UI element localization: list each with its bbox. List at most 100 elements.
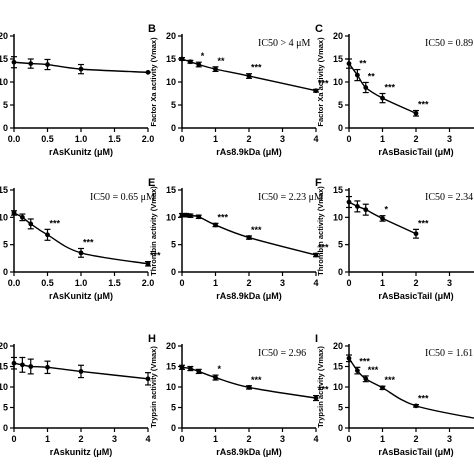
x-tick-label: 2 bbox=[413, 134, 418, 144]
panel-label: B bbox=[148, 23, 156, 35]
data-point bbox=[78, 250, 84, 256]
significance-stars: *** bbox=[251, 225, 262, 235]
y-tick-label: 20 bbox=[333, 31, 343, 41]
x-tick-label: 2 bbox=[78, 434, 83, 444]
data-point bbox=[11, 360, 17, 366]
data-point bbox=[145, 376, 151, 382]
ic50-annotation: IC50 = 1.61 bbox=[425, 348, 473, 359]
y-tick-label: 5 bbox=[3, 240, 8, 250]
significance-stars: *** bbox=[385, 83, 396, 93]
y-axis-label: Factor Xa activity (Vmax) bbox=[316, 37, 325, 127]
y-tick-label: 15 bbox=[166, 185, 176, 195]
y-tick-label: 0 bbox=[171, 267, 176, 277]
y-tick-label: 15 bbox=[333, 54, 343, 64]
x-tick-label: 3 bbox=[280, 434, 285, 444]
x-tick-label: 4 bbox=[313, 434, 318, 444]
y-tick-label: 5 bbox=[3, 403, 8, 413]
significance-stars: *** bbox=[418, 218, 429, 228]
x-tick-label: 1 bbox=[213, 278, 218, 288]
y-tick-label: 5 bbox=[171, 403, 176, 413]
y-axis-label: Thrombin activity (Vmax) bbox=[149, 186, 158, 276]
y-tick-label: 10 bbox=[166, 212, 176, 222]
x-tick-label: 2 bbox=[246, 434, 251, 444]
significance-stars: *** bbox=[218, 212, 229, 222]
x-axis-label: rAs8.9kDa (μM) bbox=[216, 291, 282, 301]
chart-panel-3: 0 5 10 15 20 0 1 2 3 rAsBasicTail (μM) Factor Xa a… bbox=[315, 23, 474, 157]
y-tick-label: 0 bbox=[338, 423, 343, 433]
data-point bbox=[145, 261, 151, 267]
x-tick-label: 3 bbox=[112, 434, 117, 444]
data-point bbox=[196, 369, 202, 374]
x-tick-label: 3 bbox=[447, 134, 452, 144]
y-tick-label: 0 bbox=[338, 267, 343, 277]
x-tick-label: 1 bbox=[380, 278, 385, 288]
x-tick-label: 0.0 bbox=[8, 134, 21, 144]
x-axis-label: rAskunitz (μM) bbox=[50, 447, 113, 457]
data-point bbox=[413, 403, 419, 409]
x-tick-label: 2 bbox=[246, 278, 251, 288]
y-tick-label: 10 bbox=[333, 212, 343, 222]
ic50-annotation: IC50 = 2.34 bbox=[425, 192, 473, 203]
x-tick-label: 3 bbox=[447, 278, 452, 288]
x-tick-label: 0 bbox=[346, 134, 351, 144]
x-axis-label: rAsKunitz (μM) bbox=[49, 147, 113, 157]
x-tick-label: 0 bbox=[346, 278, 351, 288]
x-tick-label: 1 bbox=[45, 434, 50, 444]
data-point bbox=[196, 214, 202, 220]
data-point bbox=[196, 62, 202, 67]
y-tick-label: 15 bbox=[0, 362, 8, 372]
ic50-annotation: IC50 > 4 μM bbox=[258, 38, 311, 49]
data-point bbox=[11, 59, 17, 65]
y-tick-label: 10 bbox=[333, 382, 343, 392]
data-point bbox=[413, 110, 419, 116]
significance-stars: *** bbox=[251, 375, 262, 385]
x-tick-label: 0 bbox=[179, 134, 184, 144]
x-tick-label: 1 bbox=[213, 134, 218, 144]
ic50-annotation: IC50 = 0.65 μM bbox=[90, 192, 155, 203]
fit-curve bbox=[348, 63, 417, 114]
significance-stars: *** bbox=[83, 237, 94, 247]
y-tick-label: 5 bbox=[171, 240, 176, 250]
y-tick-label: 20 bbox=[166, 341, 176, 351]
data-point bbox=[187, 59, 193, 65]
data-point bbox=[346, 199, 352, 205]
data-point bbox=[187, 213, 193, 219]
y-tick-label: 15 bbox=[166, 362, 176, 372]
data-point bbox=[246, 385, 252, 390]
significance-stars: *** bbox=[385, 375, 396, 385]
x-tick-label: 2 bbox=[246, 134, 251, 144]
panel-label: I bbox=[315, 333, 318, 345]
y-tick-label: 0 bbox=[3, 123, 8, 133]
y-tick-label: 5 bbox=[338, 240, 343, 250]
x-tick-label: 1.5 bbox=[108, 134, 121, 144]
significance-stars: *** bbox=[418, 394, 429, 404]
data-point bbox=[246, 235, 252, 240]
data-point bbox=[354, 72, 360, 78]
y-tick-label: 20 bbox=[333, 341, 343, 351]
data-point bbox=[179, 56, 185, 62]
panel-label: E bbox=[148, 177, 155, 189]
ic50-annotation: IC50 = 2.96 bbox=[258, 348, 306, 359]
data-point bbox=[363, 207, 369, 213]
y-tick-label: 0 bbox=[3, 267, 8, 277]
data-point bbox=[313, 252, 319, 258]
x-tick-label: 1.0 bbox=[75, 134, 88, 144]
x-tick-label: 0 bbox=[179, 278, 184, 288]
x-axis-label: rAsBasicTail (μM) bbox=[378, 291, 453, 301]
data-point bbox=[45, 364, 50, 370]
x-axis-label: rAs8.9kDa (μM) bbox=[216, 147, 282, 157]
significance-stars: ** bbox=[359, 59, 367, 69]
data-point bbox=[363, 85, 369, 90]
data-point bbox=[213, 222, 218, 228]
data-point bbox=[28, 61, 34, 66]
x-tick-label: 0 bbox=[346, 434, 351, 444]
chart-panel-9: 0 5 10 15 20 0 1 2 3 rAsBasicTail (μM) Trypsin act… bbox=[315, 333, 474, 457]
y-tick-label: 10 bbox=[0, 382, 8, 392]
data-point bbox=[246, 73, 252, 79]
y-tick-label: 5 bbox=[3, 100, 8, 110]
fit-curve bbox=[181, 366, 317, 399]
chart-panel-4: 0 5 10 15 0.0 0.5 1.0 1.5 2.0 rAsKunitz (μM) IC50 … bbox=[0, 185, 161, 301]
significance-stars: ** bbox=[218, 56, 226, 66]
significance-stars: * bbox=[385, 205, 389, 215]
